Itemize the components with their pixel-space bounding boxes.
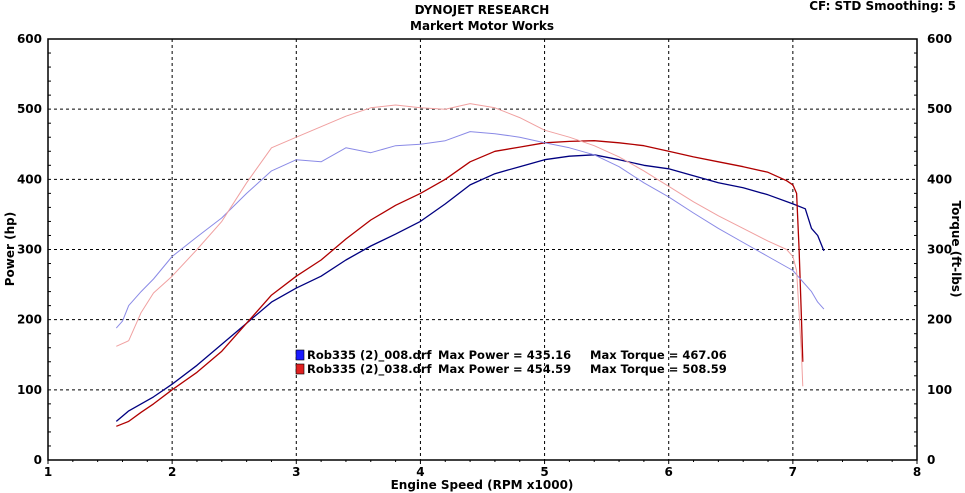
legend-file-run-038: Rob335 (2)_038.drf <box>307 362 433 377</box>
right-y-tick-label: 400 <box>927 172 952 186</box>
left-y-axis-title: Power (hp) <box>3 212 17 286</box>
left-y-tick-label: 500 <box>17 102 42 116</box>
series-line-torque-run-038 <box>116 103 804 387</box>
series-line-torque-run-008 <box>115 131 825 329</box>
x-axis-ticks: 1 2 3 4 5 6 7 8 <box>44 460 921 479</box>
x-tick-label: 2 <box>168 465 176 479</box>
legend-max-torque-run-038: Max Torque = 508.59 <box>590 362 727 376</box>
legend-max-power-run-038: Max Power = 454.59 <box>438 362 571 376</box>
left-y-tick-label: 200 <box>17 313 42 327</box>
series-line-power-run-038 <box>116 140 804 427</box>
x-tick-label: 4 <box>416 465 424 479</box>
x-tick-label: 3 <box>292 465 300 479</box>
x-tick-label: 5 <box>540 465 548 479</box>
chart-title: DYNOJET RESEARCH <box>415 3 550 17</box>
left-y-tick-label: 300 <box>17 243 42 257</box>
legend-max-power-run-008: Max Power = 435.16 <box>438 348 571 362</box>
legend-swatch-run-038 <box>295 363 305 375</box>
x-tick-label: 1 <box>44 465 52 479</box>
left-y-tick-label: 100 <box>17 383 42 397</box>
series-line-power-run-008 <box>115 154 825 422</box>
x-tick-label: 6 <box>665 465 673 479</box>
right-y-tick-label: 0 <box>927 453 935 467</box>
x-tick-label: 8 <box>913 465 921 479</box>
right-y-tick-label: 500 <box>927 102 952 116</box>
settings-label: CF: STD Smoothing: 5 <box>809 0 956 13</box>
x-axis-title: Engine Speed (RPM x1000) <box>391 478 574 492</box>
right-y-tick-label: 600 <box>927 32 952 46</box>
chart-subtitle: Markert Motor Works <box>410 19 554 33</box>
x-tick-label: 7 <box>789 465 797 479</box>
plot-area-frame <box>47 38 918 461</box>
legend: Rob335 (2)_008.drf Max Power = 435.16 Ma… <box>295 348 727 377</box>
series-lines <box>115 103 825 427</box>
left-y-axis-ticks: 0 100 200 300 400 500 600 <box>17 32 51 467</box>
legend-max-torque-run-008: Max Torque = 467.06 <box>590 348 727 362</box>
right-y-axis-title: Torque (ft-lbs) <box>949 201 963 298</box>
right-y-tick-label: 300 <box>927 243 952 257</box>
left-y-tick-label: 0 <box>34 453 42 467</box>
legend-swatch-run-008 <box>295 349 305 361</box>
right-y-tick-label: 200 <box>927 313 952 327</box>
legend-file-run-008: Rob335 (2)_008.drf <box>307 348 433 363</box>
left-y-tick-label: 400 <box>17 172 42 186</box>
right-y-tick-label: 100 <box>927 383 952 397</box>
right-y-axis-ticks: 0 100 200 300 400 500 600 <box>914 32 952 467</box>
left-y-tick-label: 600 <box>17 32 42 46</box>
